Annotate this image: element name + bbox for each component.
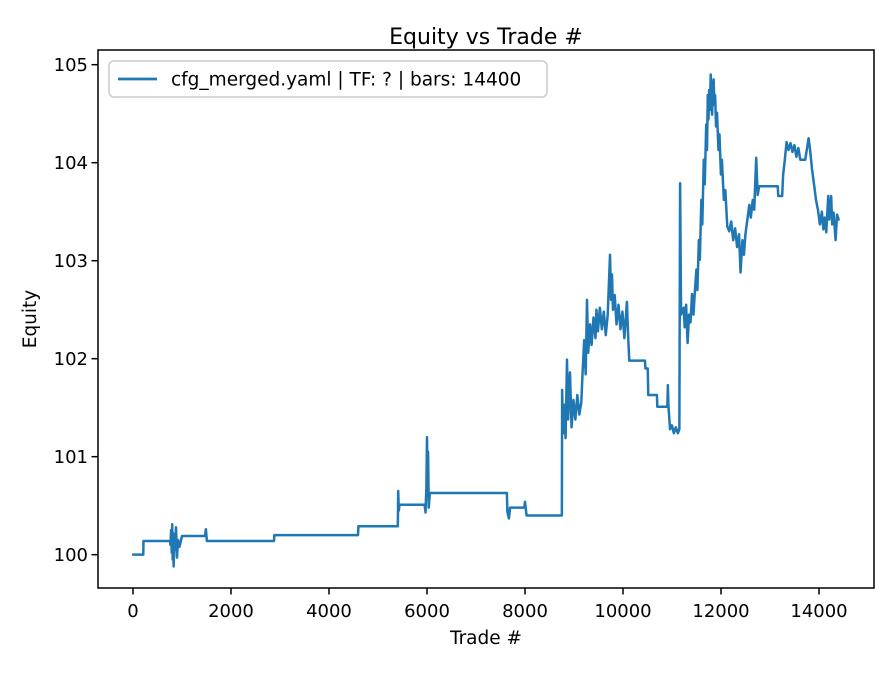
chart-title: Equity vs Trade # [389, 25, 583, 50]
plot-border [97, 49, 875, 589]
x-axis-label: Trade # [449, 628, 522, 649]
x-tick-label: 8000 [502, 601, 548, 622]
y-tick-label: 102 [54, 349, 88, 370]
x-tick-label: 4000 [306, 601, 352, 622]
x-tick-label: 6000 [404, 601, 450, 622]
axis-ticks: 0 2000 4000 6000 8000 10000 12000 14000 100 101 10… [54, 55, 848, 622]
y-tick-label: 100 [54, 545, 88, 566]
x-tick-label: 2000 [208, 601, 254, 622]
x-tick-label: 14000 [790, 601, 847, 622]
legend-box [108, 60, 548, 98]
legend: cfg_merged.yaml | TF: ? | bars: 14400 [108, 60, 548, 98]
x-tick-label: 0 [127, 601, 138, 622]
x-tick-label: 12000 [692, 601, 749, 622]
y-tick-label: 104 [54, 153, 88, 174]
x-tick-label: 10000 [594, 601, 651, 622]
legend-label: cfg_merged.yaml | TF: ? | bars: 14400 [171, 70, 521, 91]
y-tick-label: 103 [54, 251, 88, 272]
y-tick-label: 101 [54, 447, 88, 468]
y-tick-label: 105 [54, 55, 88, 76]
y-axis-label: Equity [20, 290, 41, 349]
series-line [131, 73, 840, 568]
equity-line [131, 73, 840, 568]
